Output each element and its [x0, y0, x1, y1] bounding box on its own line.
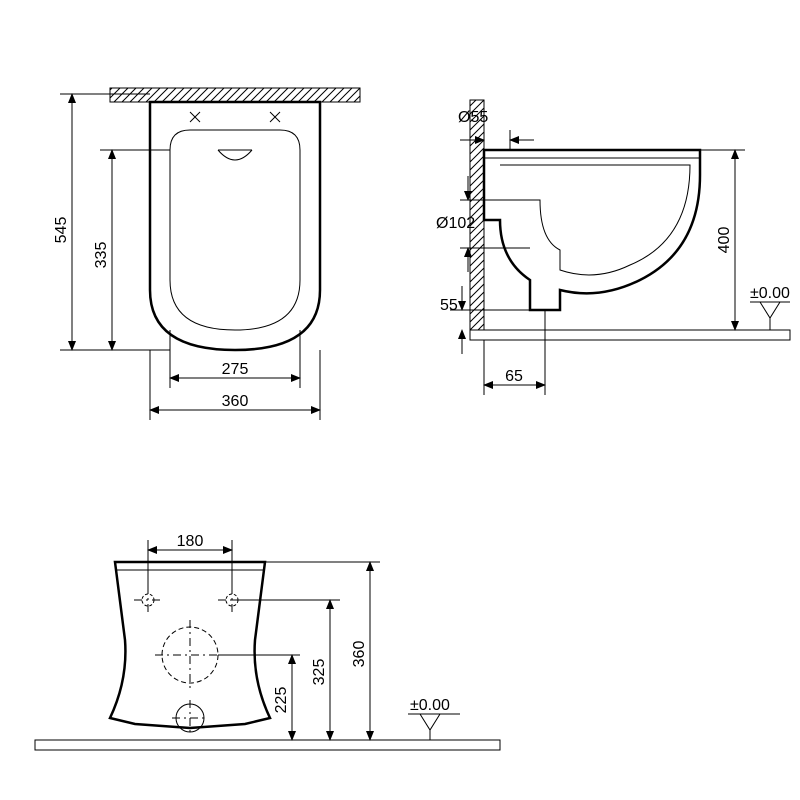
- dim-400: 400: [716, 227, 733, 254]
- dim-275: 275: [222, 361, 249, 378]
- dim-360: 360: [351, 641, 368, 668]
- rear-view: 180 225 325 360 ±0.00: [35, 533, 500, 750]
- dim-335: 335: [93, 242, 110, 269]
- dim-545: 545: [53, 217, 70, 244]
- dim-d102: Ø102: [436, 215, 475, 232]
- datum-side: ±0.00: [750, 285, 790, 302]
- datum-rear: ±0.00: [410, 697, 450, 714]
- top-view: 545 335 275 360: [53, 88, 360, 420]
- dim-55: 55: [440, 297, 458, 314]
- side-view: Ø55 Ø102 55 65 400 ±0.00: [436, 100, 790, 395]
- dim-65: 65: [505, 368, 523, 385]
- dim-225: 225: [273, 687, 290, 714]
- dim-360: 360: [222, 393, 249, 410]
- dim-325: 325: [311, 659, 328, 686]
- technical-drawing: 545 335 275 360 Ø55: [0, 0, 800, 800]
- dim-d55: Ø55: [458, 109, 488, 126]
- dim-180: 180: [177, 533, 204, 550]
